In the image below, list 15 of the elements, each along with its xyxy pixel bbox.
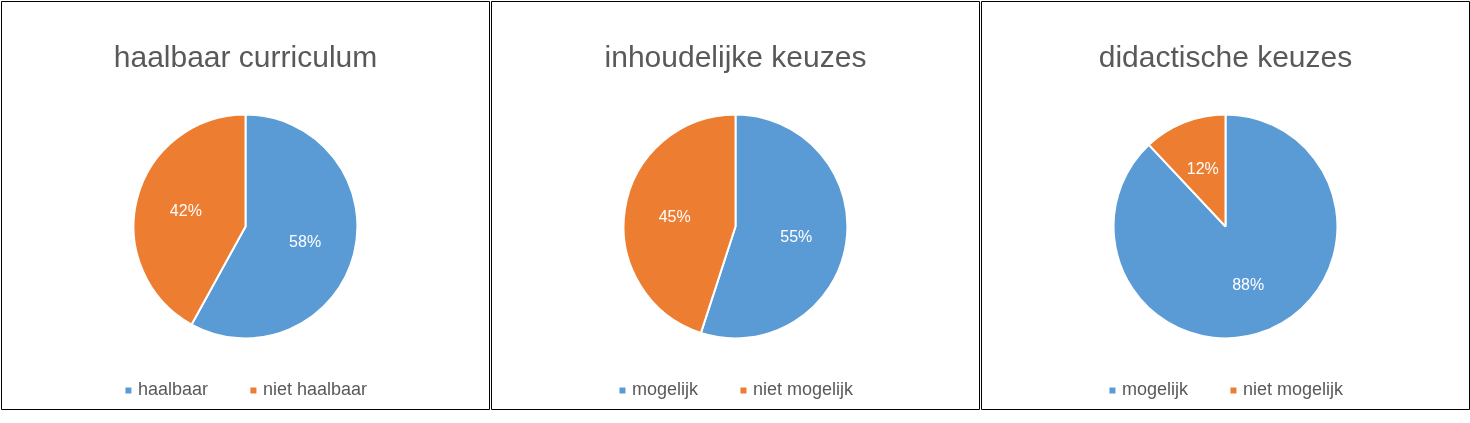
legend-label: mogelijk [631,379,698,400]
data-label: 42% [169,202,202,220]
legend-label: haalbaar [137,379,208,400]
legend-label: mogelijk [1121,379,1188,400]
legend-label: niet mogelijk [1242,379,1344,400]
data-label: 45% [658,208,691,226]
legend-label: niet haalbaar [262,379,368,400]
data-label: 58% [289,233,322,251]
legend-label: niet mogelijk [752,379,854,400]
chart-title: didactische keuzes [1098,39,1353,73]
data-label: 88% [1232,276,1265,294]
data-label: 12% [1186,159,1219,177]
chart-title: inhoudelijke keuzes [604,39,867,73]
data-label: 55% [780,227,813,245]
chart-title: haalbaar curriculum [113,39,378,73]
